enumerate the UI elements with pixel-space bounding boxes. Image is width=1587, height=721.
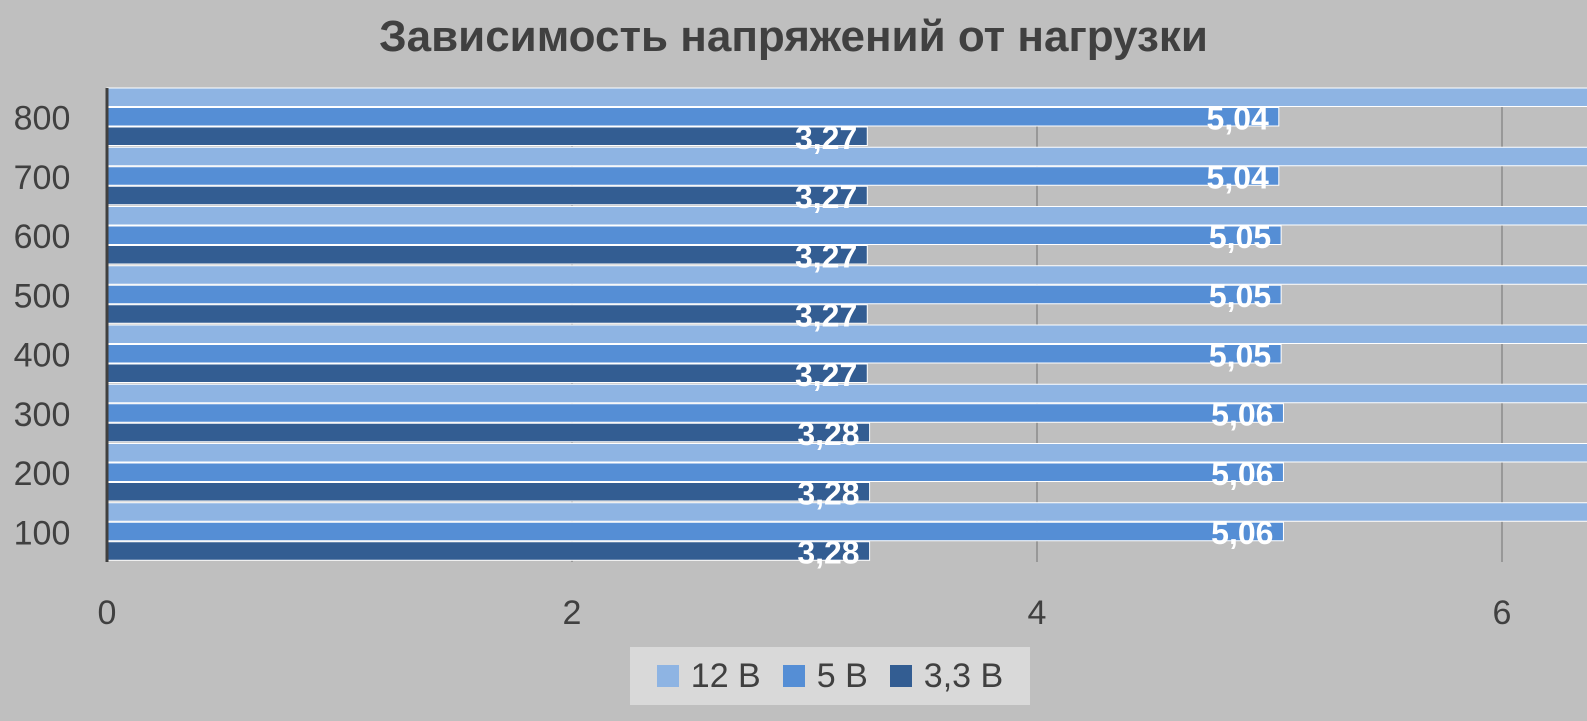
bar xyxy=(106,87,1587,107)
y-tick-label: 700 xyxy=(14,159,71,197)
legend-item: 12 В xyxy=(656,656,761,696)
bar xyxy=(106,403,1284,423)
data-label: 5,04 xyxy=(1207,160,1269,196)
data-label: 3,27 xyxy=(795,298,857,334)
data-label: 3,28 xyxy=(797,475,859,511)
legend-label: 5 В xyxy=(816,656,868,695)
y-tick-label: 600 xyxy=(14,218,71,256)
y-tick-label: 200 xyxy=(14,455,71,493)
data-label: 5,05 xyxy=(1209,278,1271,314)
bar xyxy=(106,482,871,502)
legend-swatch xyxy=(656,665,679,687)
bar xyxy=(106,304,868,324)
legend: 12 В 5 В 3,3 В xyxy=(630,647,1030,705)
bar xyxy=(106,541,871,561)
legend-swatch xyxy=(889,665,912,687)
bar xyxy=(106,107,1280,127)
y-tick-label: 400 xyxy=(14,337,71,375)
data-label: 5,06 xyxy=(1211,456,1273,492)
chart-title: Зависимость напряжений от нагрузки xyxy=(379,12,1208,61)
data-label: 3,27 xyxy=(795,238,857,274)
data-label: 3,28 xyxy=(797,535,859,571)
bar xyxy=(106,284,1282,305)
bar xyxy=(106,521,1284,542)
legend-label: 12 В xyxy=(690,656,761,695)
data-label: 3,27 xyxy=(795,120,857,156)
legend-label: 3,3 В xyxy=(923,656,1004,695)
data-label: 3,27 xyxy=(795,179,857,215)
data-label: 5,05 xyxy=(1209,219,1271,255)
bar xyxy=(106,166,1280,186)
bar xyxy=(106,462,1284,482)
legend-item: 5 В xyxy=(782,656,868,696)
data-label: 5,06 xyxy=(1211,397,1273,433)
y-tick-label: 500 xyxy=(14,277,71,315)
data-label: 5,06 xyxy=(1211,515,1273,551)
bar xyxy=(106,363,868,383)
legend-item: 3,3 В xyxy=(889,656,1004,696)
legend-swatch xyxy=(782,665,805,687)
x-tick-label: 2 xyxy=(563,594,582,632)
bar xyxy=(106,344,1282,364)
bar xyxy=(106,185,868,206)
data-label: 5,05 xyxy=(1209,337,1271,373)
bar xyxy=(106,245,868,265)
x-tick-label: 6 xyxy=(1493,594,1512,632)
data-label: 3,28 xyxy=(797,416,859,452)
bar xyxy=(106,126,868,146)
data-label: 3,27 xyxy=(795,357,857,393)
x-tick-label: 4 xyxy=(1028,594,1047,632)
bar xyxy=(106,422,871,443)
data-label: 5,04 xyxy=(1207,100,1269,136)
y-tick-label: 300 xyxy=(14,396,71,434)
x-tick-label: 0 xyxy=(98,594,117,632)
bar xyxy=(106,225,1282,245)
y-tick-label: 800 xyxy=(14,100,71,138)
y-tick-label: 100 xyxy=(14,514,71,552)
